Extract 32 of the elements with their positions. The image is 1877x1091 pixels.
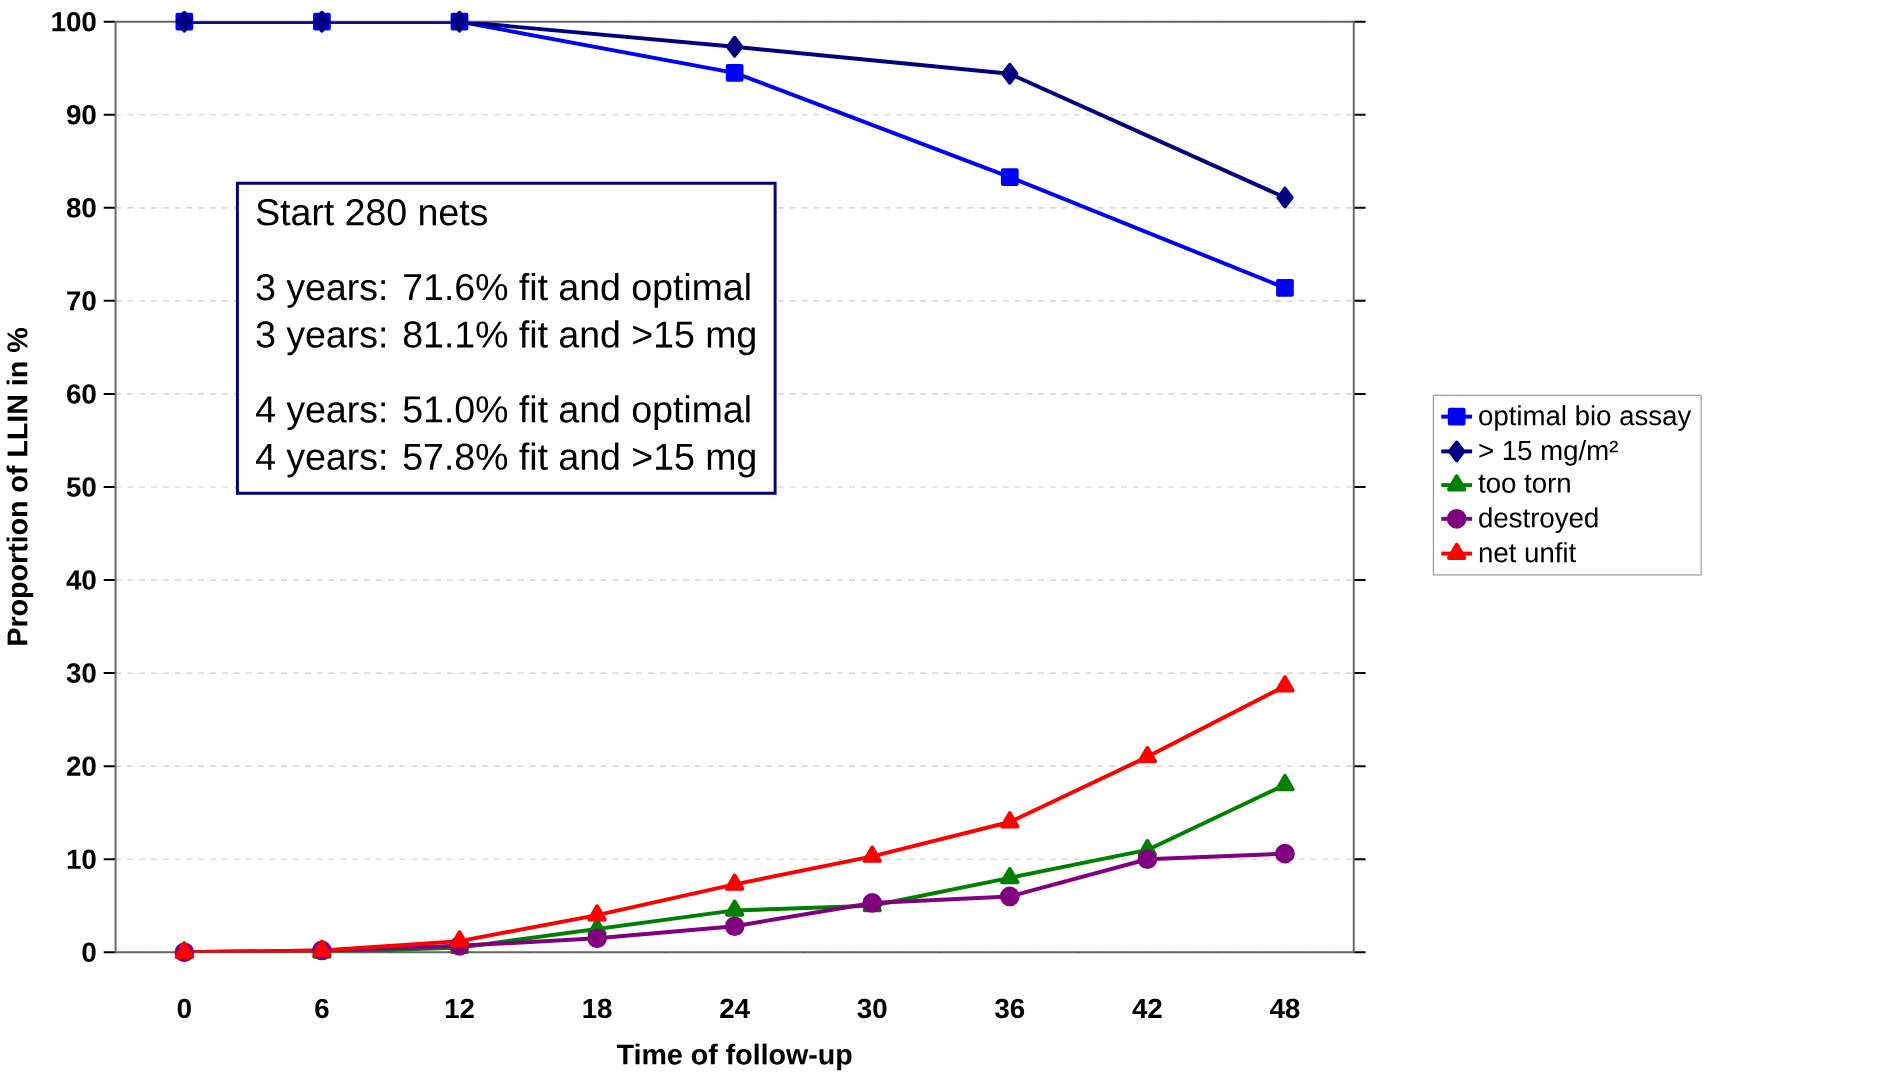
x-tick-label: 42 <box>1132 998 1162 1018</box>
legend-label: net unfit <box>1479 542 1577 563</box>
y-tick-label: 50 <box>66 477 96 497</box>
annotation: 3 years: 81.1% fit and >15 mg <box>256 320 755 356</box>
annotation: 4 years: 51.0% fit and optimal <box>256 395 750 430</box>
x-tick-label: 24 <box>720 998 750 1018</box>
x-tick-label: 0 <box>177 998 191 1019</box>
y-tick-label: 0 <box>82 942 96 962</box>
y-axis-title: Proportion of LLIN in % <box>6 327 34 645</box>
legend-label: too torn <box>1478 474 1570 493</box>
y-tick-label: 100 <box>52 11 96 32</box>
x-tick-label: 30 <box>857 998 887 1019</box>
y-tick-label: 30 <box>66 663 96 683</box>
x-tick-label: 36 <box>995 998 1025 1019</box>
x-tick-label: 48 <box>1270 998 1300 1019</box>
annotation: 3 years: 71.6% fit and optimal <box>256 272 750 308</box>
y-tick-label: 80 <box>66 197 96 218</box>
y-tick-label: 90 <box>67 104 96 125</box>
legend-label: destroyed <box>1479 507 1598 533</box>
annotation: Start 280 nets <box>256 198 487 226</box>
y-tick-label: 40 <box>66 570 96 590</box>
y-tick-label: 20 <box>67 756 96 776</box>
y-tick-label: 10 <box>67 849 96 869</box>
x-axis-title: Time of follow-up <box>616 1043 852 1071</box>
y-tick-label: 60 <box>67 383 96 404</box>
annotation: 4 years: 57.8% fit and >15 mg <box>256 442 755 478</box>
x-tick-label: 6 <box>315 998 329 1019</box>
legend-label: optimal bio assay <box>1479 405 1692 431</box>
x-tick-label: 18 <box>583 998 612 1019</box>
legend-label: > 15 mg/m² <box>1479 439 1618 466</box>
x-tick-label: 12 <box>445 998 474 1018</box>
y-tick-label: 70 <box>67 290 96 311</box>
